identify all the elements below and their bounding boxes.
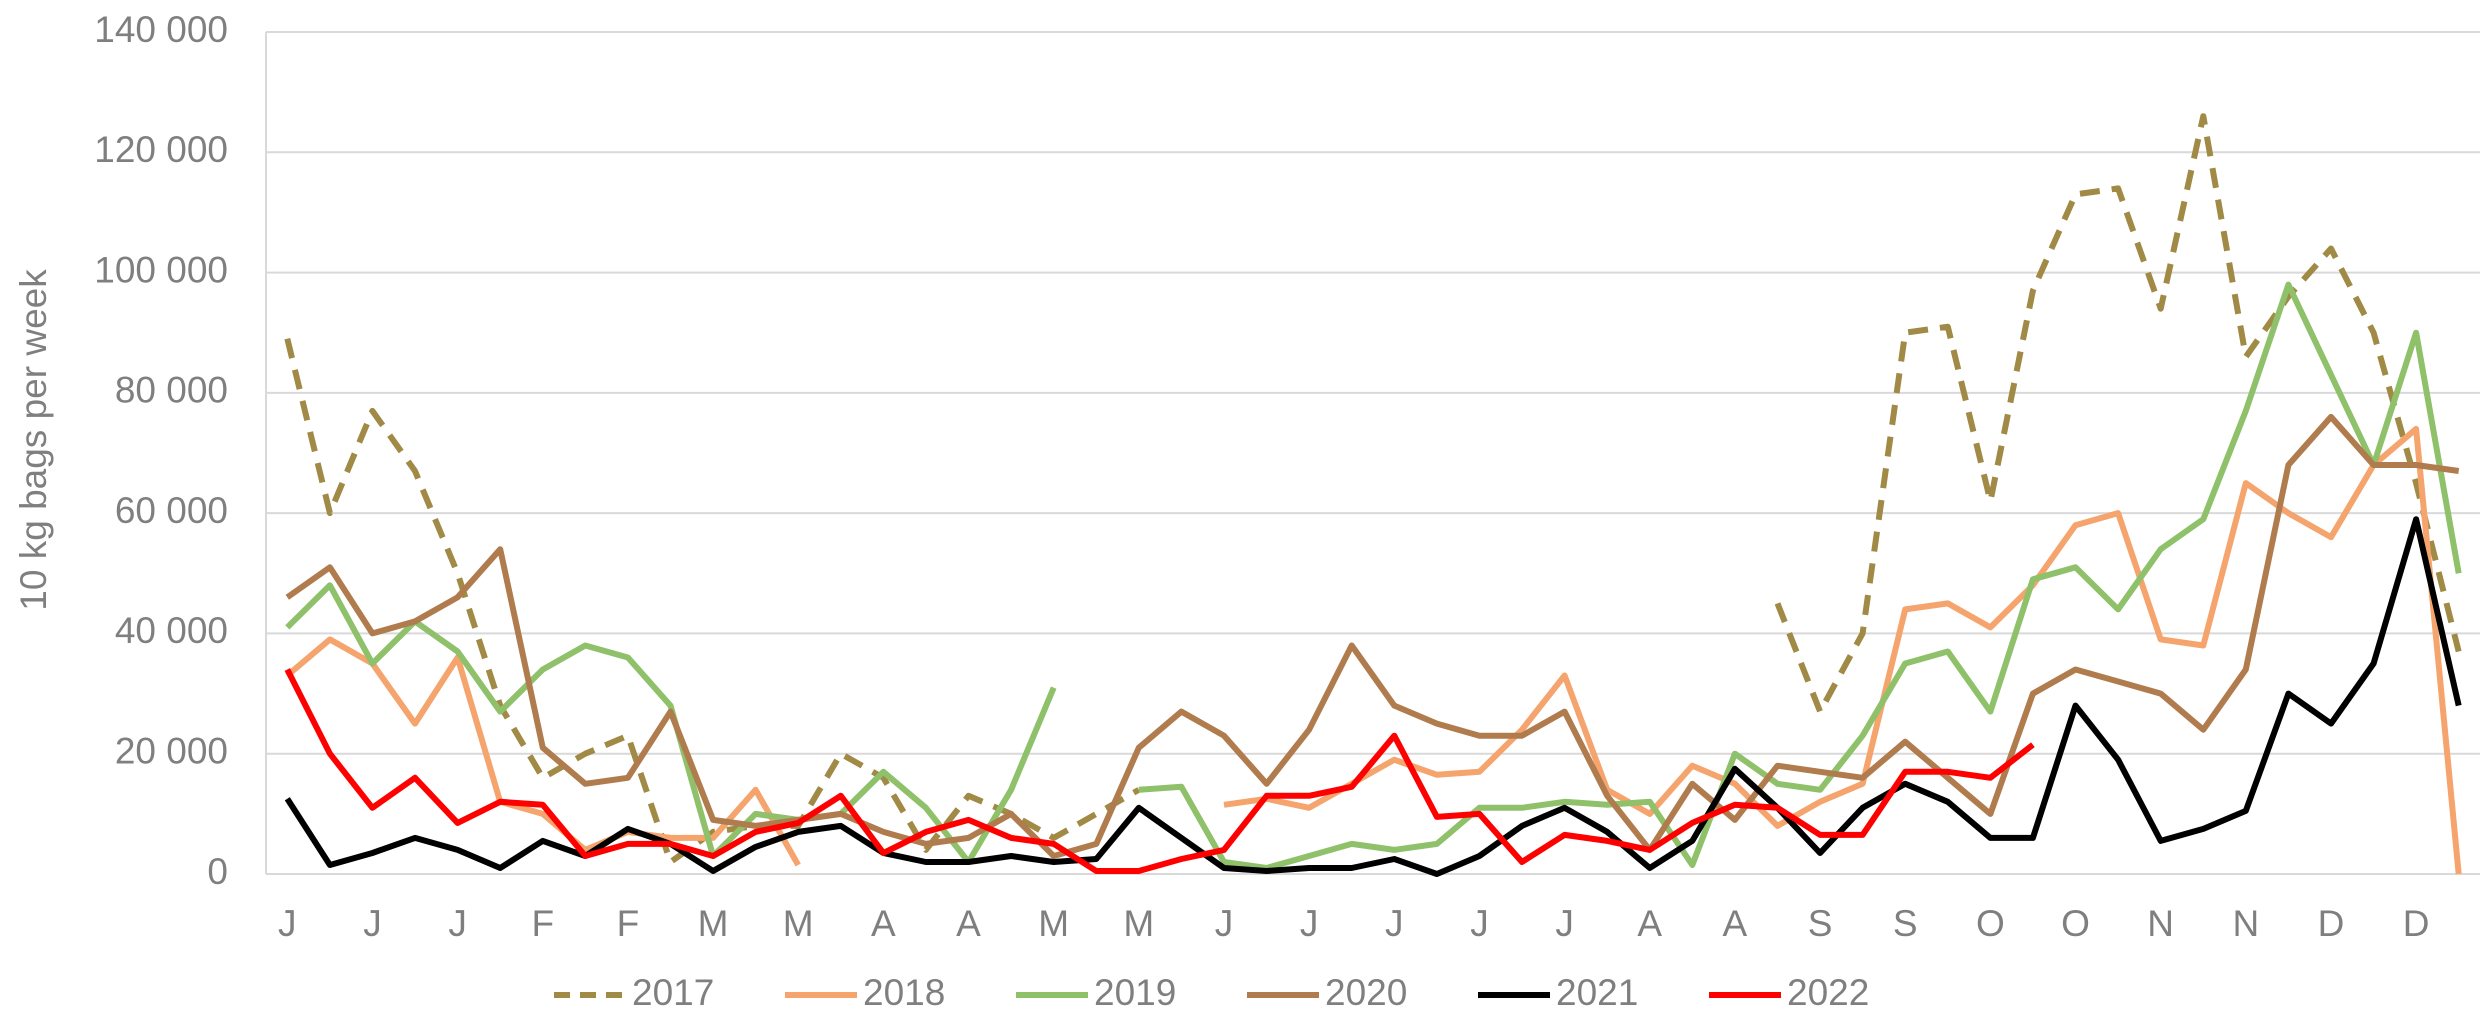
x-tick-label: N: [2232, 903, 2259, 944]
legend-label: 2017: [632, 972, 714, 1012]
legend-label: 2020: [1325, 972, 1407, 1012]
x-tick-label: M: [1038, 903, 1069, 944]
x-tick-label: A: [1637, 903, 1662, 944]
x-tick-label: O: [1976, 903, 2005, 944]
series-line: [284, 113, 2462, 865]
x-tick-label: D: [2318, 903, 2345, 944]
x-tick-label: M: [698, 903, 729, 944]
x-tick-label: J: [1300, 903, 1319, 944]
x-tick-label: J: [278, 903, 297, 944]
x-tick-label: A: [956, 903, 981, 944]
x-tick-label: N: [2147, 903, 2174, 944]
series-line: [284, 668, 2035, 874]
x-tick-label: J: [1555, 903, 1574, 944]
y-tick-label: 120 000: [94, 129, 228, 170]
x-tick-label: A: [871, 903, 896, 944]
y-tick-label: 20 000: [115, 730, 228, 771]
x-tick-label: O: [2061, 903, 2090, 944]
x-tick-label: J: [1385, 903, 1404, 944]
x-tick-label: D: [2403, 903, 2430, 944]
x-tick-label: S: [1808, 903, 1833, 944]
series-line: [284, 516, 2462, 877]
y-tick-label: 140 000: [94, 9, 228, 50]
y-tick-label: 60 000: [115, 490, 228, 531]
x-tick-label: F: [617, 903, 640, 944]
x-tick-label: M: [783, 903, 814, 944]
legend-label: 2018: [863, 972, 945, 1012]
x-tick-label: F: [531, 903, 554, 944]
x-tick-label: J: [1215, 903, 1234, 944]
y-tick-label: 80 000: [115, 370, 228, 411]
y-tick-label: 40 000: [115, 610, 228, 651]
legend-label: 2019: [1094, 972, 1176, 1012]
x-tick-label: S: [1893, 903, 1918, 944]
x-tick-label: J: [1470, 903, 1489, 944]
x-tick-label: A: [1723, 903, 1748, 944]
x-tick-label: M: [1123, 903, 1154, 944]
y-axis-label: 10 kg bags per week: [13, 269, 54, 611]
series-line: [285, 413, 2460, 859]
x-tick-label: J: [363, 903, 382, 944]
legend-label: 2022: [1787, 972, 1869, 1012]
y-tick-label: 100 000: [94, 249, 228, 290]
legend-label: 2021: [1556, 972, 1638, 1012]
x-tick-label: J: [448, 903, 467, 944]
y-tick-label: 0: [207, 851, 228, 892]
